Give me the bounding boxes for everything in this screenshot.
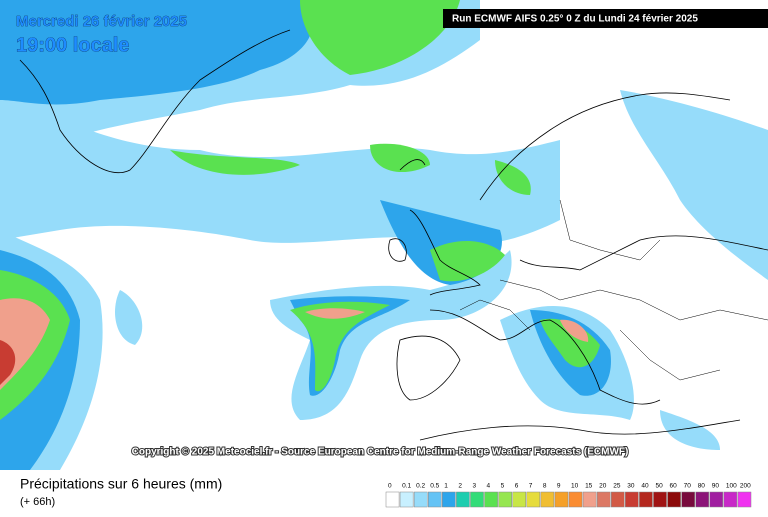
legend-label: 2: [458, 483, 462, 490]
legend-swatch: [596, 491, 611, 508]
legend-label: 25: [613, 483, 621, 490]
legend-label: 9: [557, 483, 561, 490]
legend-label: 40: [641, 483, 649, 490]
legend-label: 10: [571, 483, 579, 490]
run-info: Run ECMWF AIFS 0.25° 0 Z du Lundi 24 fév…: [452, 14, 698, 25]
legend-label: 3: [472, 483, 476, 490]
legend-swatch: [512, 491, 527, 508]
legend-label: 200: [740, 483, 751, 490]
legend-label: 30: [627, 483, 635, 490]
legend-label: 0: [388, 483, 392, 490]
legend-swatch: [442, 491, 456, 508]
legend-swatch: [540, 491, 555, 508]
legend-swatch: [653, 491, 667, 508]
legend-swatch: [456, 491, 470, 508]
legend-label: 0.1: [402, 483, 411, 490]
legend-label: 0.5: [430, 483, 439, 490]
legend-swatch: [413, 491, 428, 508]
legend-swatch: [639, 491, 653, 508]
legend-swatch: [625, 491, 639, 508]
legend-swatch: [681, 491, 695, 508]
map-title: Précipitations sur 6 heures (mm): [20, 476, 222, 492]
forecast-date: Mercredi 26 février 2025: [16, 13, 187, 30]
legend-label: 6: [515, 483, 519, 490]
legend-swatch: [709, 491, 724, 508]
precip-intense: [0, 298, 589, 390]
legend-swatch: [385, 491, 400, 508]
legend-label: 15: [585, 483, 593, 490]
run-box: [443, 9, 768, 28]
legend-swatch: [610, 491, 625, 508]
legend-label: 0.2: [416, 483, 425, 490]
legend-swatch: [427, 491, 442, 508]
legend-label: 80: [698, 483, 706, 490]
legend-swatch: [582, 491, 597, 508]
coastlines: [19, 29, 768, 441]
legend-swatch: [737, 491, 752, 508]
legend-swatch: [399, 491, 414, 508]
legend-swatch: [498, 491, 512, 508]
legend-label: 5: [501, 483, 505, 490]
legend-swatch: [484, 491, 498, 508]
legend-swatch: [695, 491, 710, 508]
legend-label: 8: [543, 483, 547, 490]
legend-swatch: [554, 491, 569, 508]
legend-label: 70: [684, 483, 692, 490]
copyright: Copyright © 2025 Meteociel.fr - Source E…: [132, 447, 629, 458]
legend-label: 1: [444, 483, 448, 490]
legend-label: 4: [487, 483, 491, 490]
legend-label: 50: [655, 483, 663, 490]
legend-label: 60: [670, 483, 678, 490]
legend-swatch: [526, 491, 541, 508]
legend-label: 100: [726, 483, 737, 490]
legend-swatch: [568, 491, 583, 508]
forecast-time: 19:00 locale: [16, 34, 129, 56]
borders: [459, 199, 768, 381]
legend-label: 90: [712, 483, 720, 490]
legend-swatch: [723, 491, 738, 508]
legend-label: 20: [599, 483, 607, 490]
legend-swatch: [667, 491, 681, 508]
legend-swatch: [470, 491, 484, 508]
legend-label: 7: [529, 483, 533, 490]
lead-time: (+ 66h): [20, 496, 55, 508]
color-legend: 0 0.1 0.2 0.5 1 2 3 4 5 6 7 8 9 10 15 20 25 30 40 50 60 70 80 9…: [385, 483, 752, 508]
